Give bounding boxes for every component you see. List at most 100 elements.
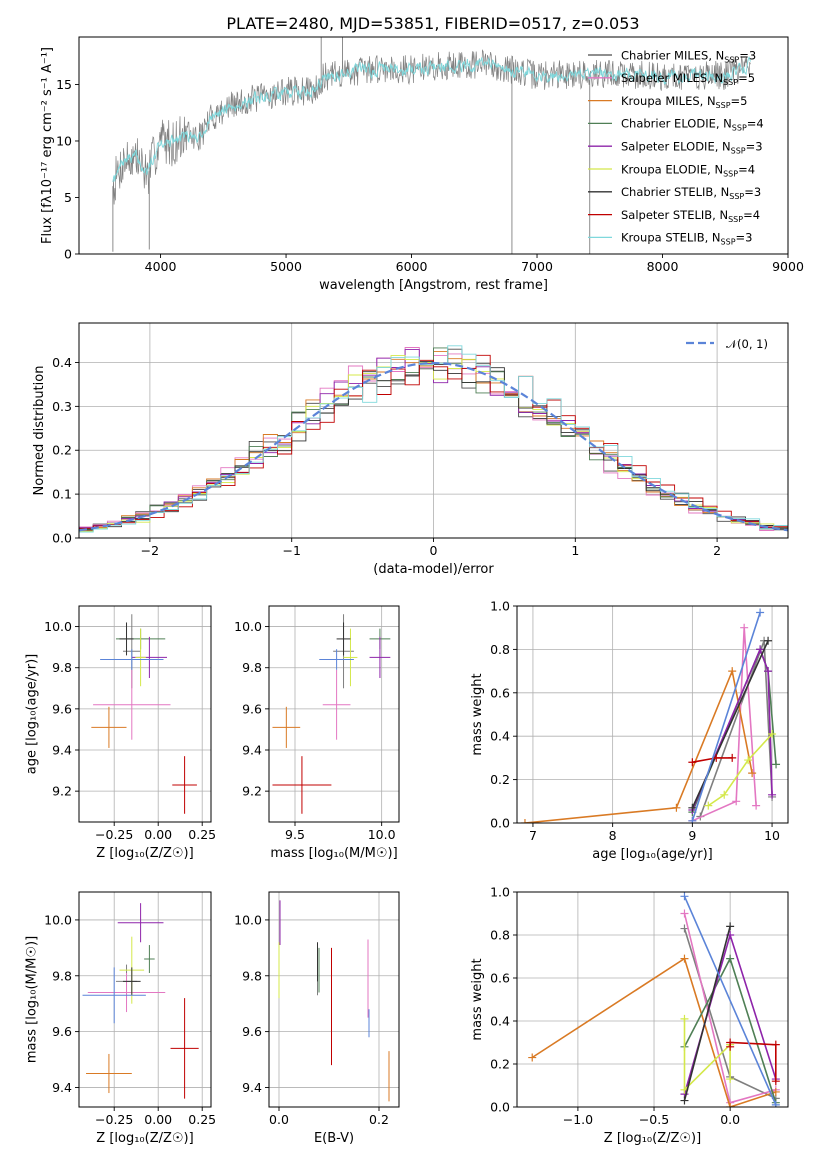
weight-series-marker [726,1103,735,1107]
axes-weight-vs-age: 7 8 9 10 0.0 0.2 0.4 0.6 0.8 1.0 age [log₁₀(age/yr… [470,599,789,862]
axes-spectrum: 4000 5000 6000 7000 8000 9000 0 5 10 15 wavelength… [40,36,804,293]
x-tick-label: 10.0 [368,827,396,842]
y-tick-label: 1.0 [490,885,510,900]
errorbar-point [100,649,164,670]
y-axis-label: mass [log₁₀(M/M☉)] [25,936,40,1063]
errorbar-point [170,998,199,1099]
x-tick-label: −1 [282,543,300,558]
x-tick-label: 9000 [772,259,804,274]
y-tick-label: 0.4 [490,729,510,744]
axes-frame [516,891,789,1108]
plot-area-age-vs-Z [91,614,197,814]
errorbar-point [123,967,141,996]
weight-series-marker [764,636,773,645]
model-spectrum-line [112,56,751,183]
weight-series-marker [768,790,777,799]
y-tick-label: 0.4 [52,355,72,370]
weight-series [688,608,765,823]
x-axis-label: Z [log₁₀(Z/Z☉)] [604,1131,701,1146]
weight-series-marker [756,645,765,654]
x-tick-label: 9.5 [285,827,305,842]
weight-series-marker [726,1075,735,1084]
y-tick-label: 0.0 [490,816,510,831]
weight-series-line [524,668,753,823]
x-tick-label: 1 [571,543,579,558]
weight-series-marker [756,608,765,617]
axes-weight-vs-Z: −1.0 −0.5 0.0 0.0 0.2 0.4 0.6 0.8 1.0 Z [log₁₀(Z/… [470,885,789,1146]
weight-series-marker [772,760,781,769]
weight-series-marker [680,924,689,933]
y-tick-label: 9.6 [242,701,262,716]
x-tick-label: −1.0 [563,1112,593,1127]
weight-series-marker [528,1053,537,1062]
y-axis-label: Normed distribution [32,366,47,496]
y-axis-label: mass weight [470,958,485,1040]
y-tick-label: 1.0 [490,599,510,614]
plot-area-weight-vs-age [520,608,781,823]
x-axis-label: E(B-V) [314,1131,354,1146]
errorbar-point [172,756,197,814]
errorbar-point [336,622,351,656]
errorbar-point [119,622,134,656]
x-tick-label: −0.25 [95,827,133,842]
y-tick-label: 15 [56,77,72,92]
weight-series [680,1014,735,1094]
x-tick-label: 4000 [145,259,177,274]
y-tick-label: 0.1 [52,487,72,502]
weight-series-marker [764,667,773,676]
errorbar-point [272,756,332,814]
plot-area-spectrum [112,37,751,254]
x-tick-label: 0.00 [144,827,172,842]
errorbar-point [87,972,166,1013]
weight-series-marker [688,803,697,812]
axes-frame [268,605,400,823]
axes-mass-vs-Z: −0.25 0.00 0.25 9.4 9.6 9.8 10.0 Z [log₁₀(Z/Z☉)… [25,891,216,1146]
y-tick-label: 9.6 [52,701,72,716]
errorbar-point [117,903,164,943]
gaussian-reference-curve [79,361,788,532]
y-tick-label: 5 [64,190,72,205]
weight-series-line [707,733,773,807]
axes-age-vs-mass: 9.5 10.0 9.2 9.4 9.6 9.8 10.0 mass [log₁₀(M/M☉)… [234,605,400,861]
y-tick-label: 10.0 [234,619,262,634]
y-tick-label: 10 [56,133,72,148]
y-tick-label: 9.6 [242,1024,262,1039]
x-tick-label: 0.0 [720,1112,740,1127]
x-tick-label: 0.00 [144,1112,172,1127]
axes-frame [268,891,400,1108]
errorbar-point [91,706,127,748]
weight-series-marker [680,1014,689,1023]
x-tick-label: 9 [688,828,696,843]
axes-mass-vs-ebv: 0.0 0.2 9.4 9.6 9.8 10.0 E(B-V) [234,891,400,1146]
x-tick-label: −2 [141,543,159,558]
weight-series-line [683,926,731,1101]
weight-series-marker [752,801,761,810]
weight-series-marker [520,819,529,823]
y-tick-label: 0.2 [490,772,510,787]
legend-entry: Chabrier MILES, NSSP=3 [621,48,756,64]
legend-entry: 𝒩(0, 1) [726,337,768,351]
weight-series [680,892,780,1107]
residual-legend: 𝒩(0, 1) [686,337,768,351]
weight-series-marker [744,756,753,765]
weight-series-marker [680,909,689,918]
x-tick-label: 0.25 [188,1112,216,1127]
y-axis-label: age [log₁₀(age/yr)] [25,654,40,775]
y-tick-label: 0.2 [490,1057,510,1072]
weight-series-marker [768,730,777,739]
y-axis-label: mass weight [470,673,485,755]
legend-entry: Chabrier ELODIE, NSSP=4 [621,117,764,133]
errorbar-point [82,967,146,1024]
x-tick-label: 8000 [647,259,679,274]
weight-series-marker [680,892,689,901]
y-tick-label: 10.0 [44,619,72,634]
y-tick-label: 0 [64,247,72,262]
weight-series-marker [680,954,689,963]
subplots: 4000 5000 6000 7000 8000 9000051015wavelength… [25,36,804,1146]
errorbar-point [343,628,358,687]
weight-series-marker [720,790,729,799]
x-tick-label: 7 [529,828,537,843]
axes-age-vs-Z: −0.25 0.00 0.25 9.2 9.4 9.6 9.8 10.0 Z [log₁₀(Z/… [25,605,216,861]
